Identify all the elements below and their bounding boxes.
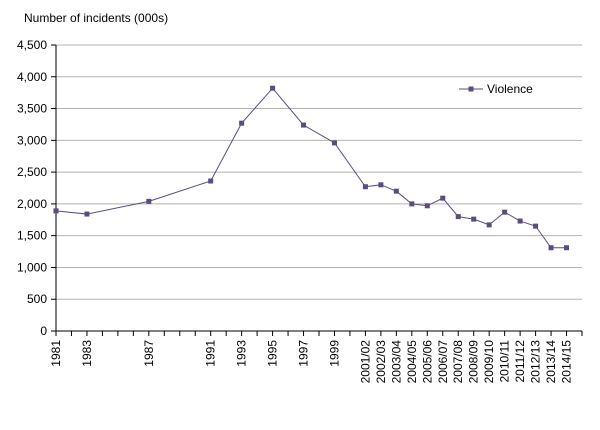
x-tick-label: 1991	[204, 340, 218, 367]
data-point	[486, 222, 492, 228]
y-tick-label: 1,500	[17, 229, 47, 243]
x-tick-label: 2001/02	[358, 340, 372, 384]
x-tick-label: 2013/14	[544, 340, 558, 384]
data-point	[533, 223, 539, 229]
legend-marker	[468, 86, 474, 92]
data-point	[239, 120, 245, 126]
data-point	[331, 140, 337, 146]
y-tick-label: 4,500	[17, 38, 47, 52]
y-tick-label: 2,500	[17, 165, 47, 179]
data-point	[393, 188, 399, 194]
x-tick-label: 2005/06	[420, 340, 434, 384]
data-point	[548, 245, 554, 251]
data-point	[301, 122, 307, 128]
data-point	[84, 211, 90, 217]
x-tick-label: 1981	[49, 340, 63, 367]
data-point	[471, 216, 477, 222]
x-tick-label: 1993	[235, 340, 249, 367]
data-point	[502, 209, 508, 215]
y-axis-title: Number of incidents (000s)	[24, 11, 169, 25]
y-tick-label: 1,000	[17, 260, 47, 274]
x-tick-label: 2010/11	[498, 340, 512, 383]
x-tick-label: 2007/08	[451, 340, 465, 384]
x-tick-label: 2014/15	[560, 340, 574, 384]
data-point	[378, 182, 384, 188]
y-tick-label: 500	[27, 292, 47, 306]
x-tick-label: 2012/13	[529, 340, 543, 384]
series-line	[55, 87, 567, 249]
data-point	[424, 203, 430, 209]
x-tick-label: 1997	[297, 340, 311, 367]
y-tick-label: 3,000	[17, 133, 47, 147]
data-point	[517, 218, 523, 224]
data-point	[208, 178, 214, 184]
x-tick-label: 2006/07	[436, 340, 450, 384]
x-tick-label: 2008/09	[467, 340, 481, 384]
legend-label: Violence	[487, 82, 533, 96]
data-point	[53, 208, 59, 214]
x-tick-label: 1995	[266, 340, 280, 367]
x-tick-label: 2009/10	[482, 340, 496, 384]
data-point	[270, 85, 276, 91]
x-tick-label: 2003/04	[389, 340, 403, 384]
y-tick-label: 2,000	[17, 197, 47, 211]
data-point	[409, 201, 415, 207]
data-point	[362, 184, 368, 190]
data-point	[564, 245, 570, 251]
x-tick-label: 2002/03	[374, 340, 388, 384]
y-tick-label: 0	[40, 324, 47, 338]
y-tick-label: 4,000	[17, 70, 47, 84]
y-tick-label: 3,500	[17, 102, 47, 116]
x-tick-label: 1983	[80, 340, 94, 367]
x-tick-label: 2004/05	[405, 340, 419, 384]
data-point	[455, 214, 461, 220]
data-point	[440, 195, 446, 201]
data-point	[146, 198, 152, 204]
x-tick-label: 1999	[327, 340, 341, 367]
x-tick-label: 1987	[142, 340, 156, 367]
x-tick-label: 2011/12	[513, 340, 527, 383]
